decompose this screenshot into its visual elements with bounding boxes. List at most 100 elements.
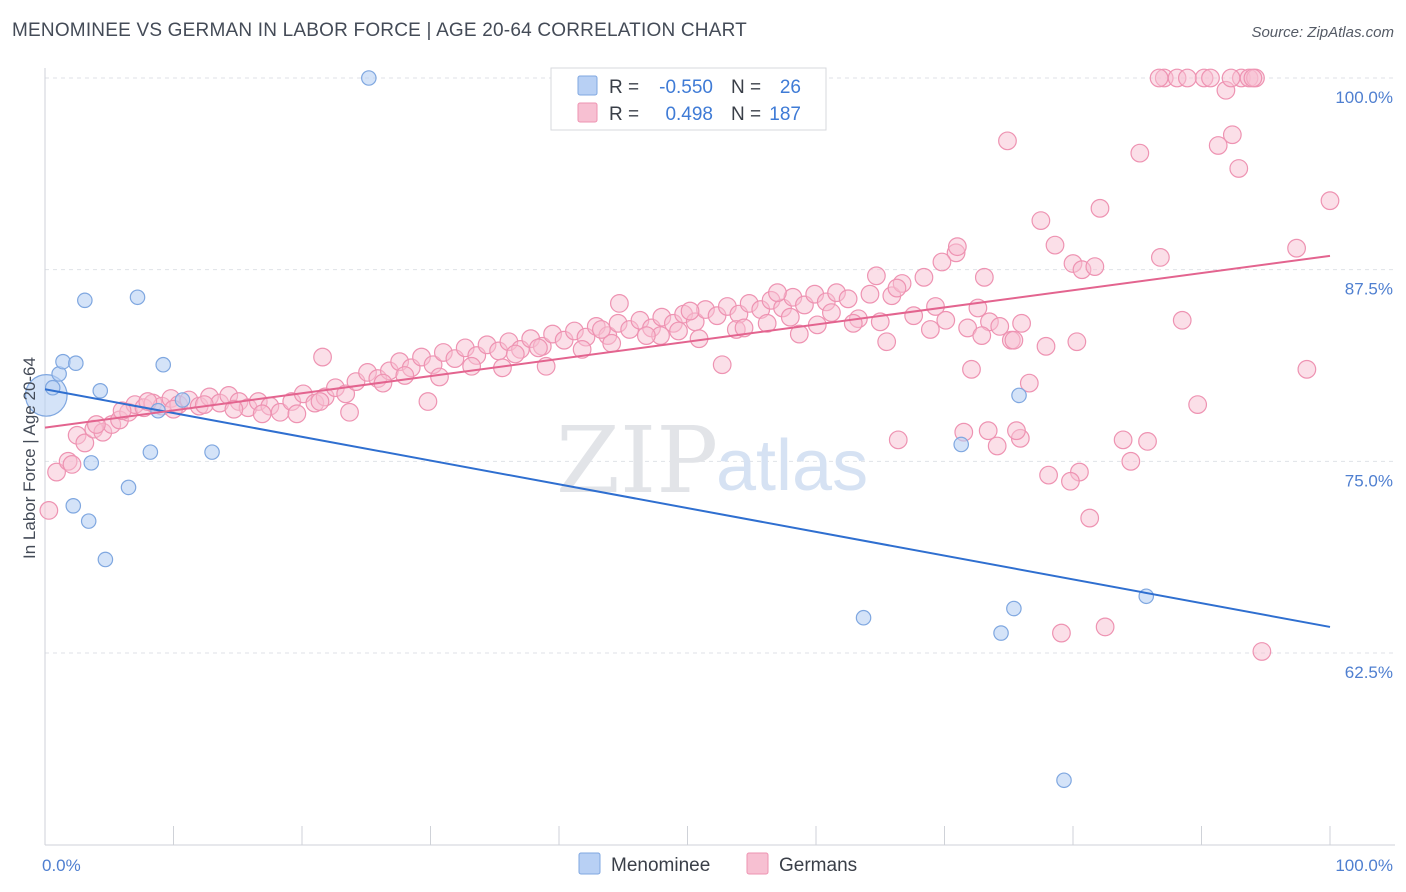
y-tick-label-0: 62.5% bbox=[1345, 663, 1393, 682]
stats-r-value-menominee: -0.550 bbox=[659, 77, 713, 98]
germans-point-163 bbox=[1095, 617, 1115, 637]
germans-point-138 bbox=[1208, 136, 1228, 155]
germans-point-109 bbox=[962, 359, 981, 379]
stats-r-value-germans: 0.498 bbox=[665, 104, 713, 125]
germans-point-106 bbox=[822, 303, 841, 323]
germans-point-91 bbox=[990, 317, 1010, 336]
germans-point-104 bbox=[757, 313, 777, 333]
germans-point-95 bbox=[340, 402, 359, 422]
stats-swatch-menominee bbox=[577, 75, 598, 96]
germans-point-127 bbox=[1150, 247, 1170, 267]
menominee-point-19 bbox=[953, 436, 970, 453]
y-tick-labels: 62.5% 75.0% 87.5% 100.0% bbox=[1335, 88, 1393, 682]
germans-point-113 bbox=[768, 283, 787, 303]
watermark: ZIP atlas bbox=[556, 407, 868, 514]
germans-point-186 bbox=[592, 320, 611, 339]
stats-n-label-menominee: N = bbox=[731, 77, 761, 98]
germans-point-108 bbox=[920, 320, 940, 339]
y-tick-label-2: 87.5% bbox=[1345, 280, 1393, 299]
germans-point-86 bbox=[936, 310, 956, 330]
germans-point-0 bbox=[39, 501, 59, 520]
menominee-points bbox=[24, 70, 1155, 789]
germans-point-111 bbox=[680, 301, 700, 321]
axes bbox=[44, 68, 1395, 846]
germans-point-188 bbox=[669, 321, 688, 341]
germans-point-160 bbox=[1067, 332, 1087, 352]
stats-box: R = -0.550 N = 26 R = 0.498 N = 187 bbox=[550, 67, 827, 131]
germans-points bbox=[39, 68, 1340, 661]
chart-title: MENOMINEE VS GERMAN IN LABOR FORCE | AGE… bbox=[12, 20, 747, 41]
germans-point-162 bbox=[1052, 623, 1071, 643]
germans-point-96 bbox=[418, 392, 438, 411]
germans-point-94 bbox=[313, 347, 332, 367]
germans-point-183 bbox=[462, 356, 482, 376]
menominee-point-12 bbox=[80, 513, 97, 529]
menominee-point-13 bbox=[83, 455, 100, 471]
stats-n-label-germans: N = bbox=[731, 104, 761, 125]
germans-point-141 bbox=[1320, 191, 1340, 211]
germans-point-122 bbox=[1045, 235, 1065, 255]
germans-point-79 bbox=[860, 284, 880, 304]
germans-point-107 bbox=[877, 332, 897, 352]
menominee-point-23 bbox=[855, 609, 872, 626]
germans-point-1 bbox=[47, 462, 66, 482]
germans-point-187 bbox=[636, 326, 656, 346]
germans-point-143 bbox=[1172, 310, 1192, 330]
stats-n-value-menominee: 26 bbox=[780, 77, 801, 98]
legend-swatch-menominee bbox=[578, 852, 601, 875]
germans-point-112 bbox=[712, 355, 732, 375]
menominee-point-15 bbox=[120, 479, 137, 496]
germans-point-144 bbox=[1188, 395, 1208, 415]
germans-point-190 bbox=[780, 307, 800, 327]
germans-point-120 bbox=[998, 131, 1017, 151]
menominee-point-25 bbox=[1056, 772, 1072, 789]
germans-point-110 bbox=[609, 294, 629, 313]
germans-point-159 bbox=[972, 326, 992, 346]
germans-point-139 bbox=[1229, 159, 1249, 178]
germans-point-77 bbox=[838, 289, 858, 309]
germans-point-125 bbox=[1090, 198, 1110, 218]
germans-point-178 bbox=[287, 404, 307, 424]
germans-point-165 bbox=[1007, 421, 1026, 441]
menominee-point-17 bbox=[204, 444, 220, 460]
germans-point-150 bbox=[1039, 465, 1058, 485]
germans-point-191 bbox=[843, 313, 863, 333]
y-axis-title: In Labor Force | Age 20-64 bbox=[20, 357, 39, 559]
germans-point-153 bbox=[1036, 336, 1056, 356]
menominee-point-8 bbox=[92, 382, 109, 399]
germans-point-146 bbox=[1121, 451, 1141, 471]
x-tick-labels: 0.0% 100.0% bbox=[42, 856, 1393, 875]
germans-point-172 bbox=[112, 401, 132, 421]
germans-point-4 bbox=[75, 433, 95, 453]
menominee-point-6 bbox=[129, 289, 146, 306]
menominee-point-4 bbox=[68, 355, 84, 371]
germans-point-115 bbox=[866, 266, 886, 286]
source-label: Source: ZipAtlas.com bbox=[1251, 24, 1394, 41]
germans-point-93 bbox=[1012, 313, 1031, 333]
menominee-point-1 bbox=[44, 379, 61, 396]
germans-point-132 bbox=[1201, 68, 1220, 88]
stats-r-label-menominee: R = bbox=[609, 77, 639, 98]
menominee-point-21 bbox=[1006, 600, 1022, 617]
menominee-point-14 bbox=[97, 551, 114, 568]
menominee-point-5 bbox=[77, 292, 93, 309]
germans-point-149 bbox=[1061, 471, 1080, 491]
menominee-point-10 bbox=[174, 392, 191, 408]
menominee-point-3 bbox=[55, 353, 71, 370]
legend-label-germans: Germans bbox=[779, 855, 857, 876]
germans-point-189 bbox=[734, 318, 754, 338]
x-tick-label-1: 100.0% bbox=[1335, 856, 1393, 875]
germans-point-182 bbox=[430, 367, 449, 387]
germans-point-152 bbox=[1019, 373, 1039, 393]
germans-point-176 bbox=[224, 399, 244, 419]
germans-point-126 bbox=[1130, 143, 1150, 163]
germans-point-99 bbox=[572, 340, 592, 359]
germans-point-158 bbox=[888, 430, 908, 450]
germans-point-151 bbox=[1004, 330, 1024, 350]
stats-swatch-germans bbox=[577, 102, 598, 123]
legend-swatch-germans bbox=[746, 852, 769, 875]
germans-point-185 bbox=[529, 338, 548, 358]
menominee-point-20 bbox=[1011, 387, 1027, 404]
germans-point-155 bbox=[987, 436, 1007, 456]
menominee-point-22 bbox=[993, 625, 1009, 641]
